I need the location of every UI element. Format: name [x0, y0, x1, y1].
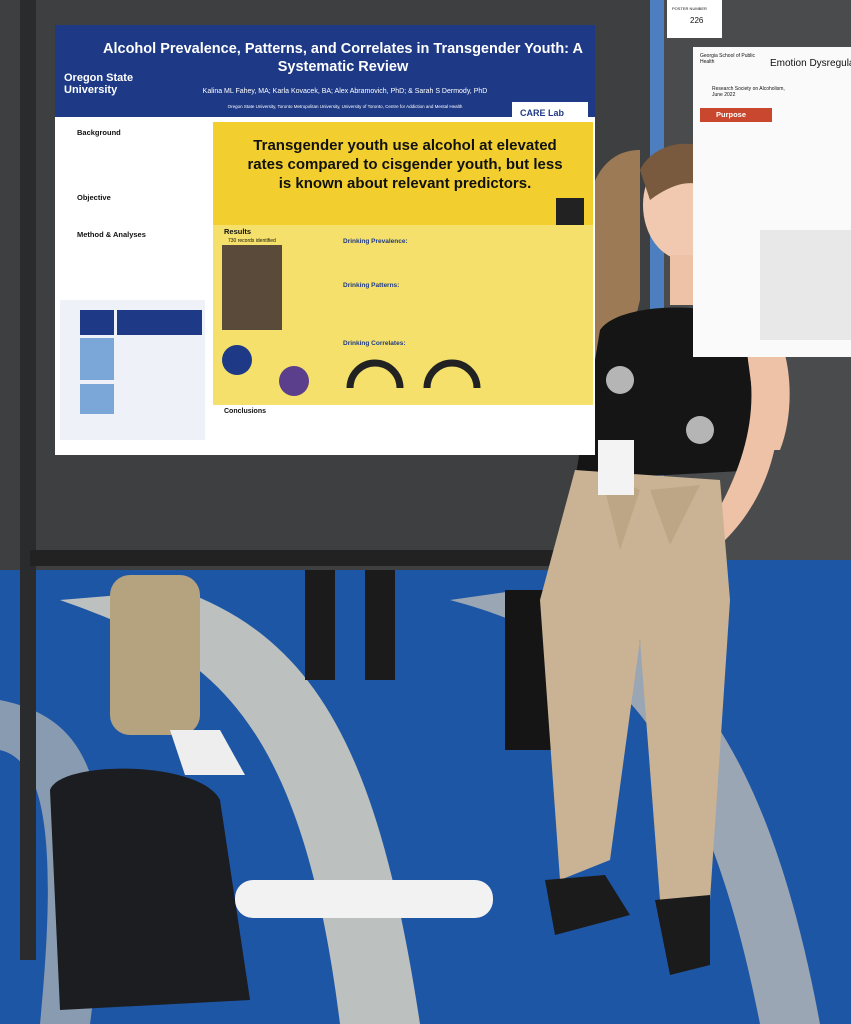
section-heading: Conclusions [224, 408, 267, 415]
section-heading: Method & Analyses [77, 230, 146, 239]
neighbor-school: Georgia School of Public Health [700, 53, 756, 65]
poster-title: Alcohol Prevalence, Patterns, and Correl… [103, 41, 583, 75]
poster-number-label: POSTER NUMBER [672, 6, 707, 11]
records-count: 730 records identified [228, 238, 276, 244]
poster-number: 226 [690, 16, 704, 25]
section-heading: Drinking Correlates: [343, 340, 406, 347]
university-logo: Oregon State University [64, 72, 134, 96]
poster-affiliations: Oregon State University, Toronto Metropo… [227, 104, 463, 109]
poster-headline: Transgender youth use alcohol at elevate… [247, 137, 563, 192]
section-heading: Background [77, 128, 121, 137]
section-heading: Drinking Prevalence: [343, 238, 408, 245]
section-heading: Results [224, 227, 252, 236]
neighbor-society: Research Society on Alcoholism, June 202… [712, 86, 785, 98]
poster-authors: Kalina ML Fahey, MA; Karla Kovacek, BA; … [202, 88, 488, 95]
neighbor-section: Purpose [716, 110, 747, 119]
neighbor-title: Emotion Dysregulat... Among Sexua [770, 58, 851, 69]
lab-logo: CARE Lab [520, 108, 565, 118]
section-heading: Objective [77, 193, 111, 202]
section-heading: Drinking Patterns: [343, 282, 400, 289]
